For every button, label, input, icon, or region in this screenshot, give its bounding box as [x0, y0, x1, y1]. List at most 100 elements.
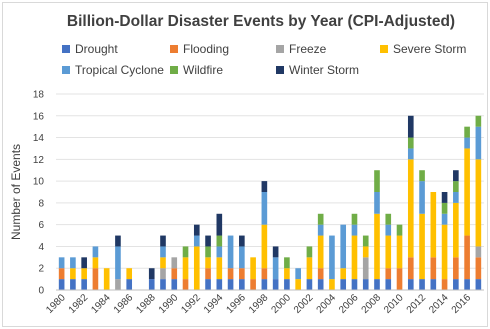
bar-1992-winter-storm [193, 224, 200, 236]
x-tick-label: 2012 [405, 292, 429, 316]
x-tick-label: 1988 [134, 292, 158, 316]
y-tick-label: 4 [38, 242, 44, 253]
bar-2016-severe-storm [464, 148, 470, 236]
bar-1997-severe-storm [250, 257, 256, 280]
bar-2013-drought [430, 279, 437, 290]
legend-swatch-wildfire [170, 66, 178, 74]
bar-1998-flooding [261, 268, 268, 280]
bar-1994-drought [216, 279, 223, 290]
bar-1998-severe-storm [261, 224, 268, 269]
bar-2017-wildfire [475, 115, 482, 127]
bar-2006-drought [351, 279, 358, 290]
bar-2002-drought [306, 279, 313, 290]
bar-2010-flooding [396, 268, 403, 290]
y-tick-label: 2 [38, 264, 44, 275]
bar-1985-winter-storm [115, 235, 121, 247]
bar-2011-drought [407, 279, 414, 290]
x-tick-label: 2010 [382, 292, 406, 316]
bar-2001-severe-storm [295, 279, 301, 290]
bar-2005-severe-storm [340, 268, 347, 280]
bar-1982-drought [81, 279, 87, 290]
chart-title: Billion-Dollar Disaster Events by Year (… [67, 13, 455, 30]
x-tick-label: 1996 [224, 292, 248, 316]
bar-2011-winter-storm [407, 115, 414, 138]
bar-1995-drought [227, 279, 234, 290]
bar-1996-flooding [239, 268, 245, 280]
bar-2015-tropical-cyclone [453, 192, 459, 203]
bar-1982-severe-storm [81, 268, 87, 280]
bar-1981-drought [70, 279, 76, 290]
bar-1995-flooding [227, 268, 234, 280]
bar-1986-severe-storm [126, 268, 133, 280]
x-tick-label: 2008 [360, 292, 384, 316]
bar-1989-drought [160, 279, 166, 290]
bar-1996-winter-storm [239, 235, 245, 247]
bar-2014-flooding [441, 279, 448, 290]
bar-2016-wildfire [464, 126, 470, 138]
bar-2017-freeze [475, 246, 482, 258]
x-tick-label: 2000 [270, 292, 294, 316]
y-tick-label: 8 [38, 198, 44, 209]
bar-1986-drought [126, 279, 133, 290]
bar-1985-freeze [115, 279, 121, 290]
legend-label-freeze: Freeze [289, 42, 327, 56]
y-tick-label: 12 [33, 155, 45, 166]
legend: Drought Flooding Freeze Severe Storm Tropica… [62, 42, 466, 77]
legend-label-flooding: Flooding [183, 42, 229, 56]
bar-1995-tropical-cyclone [227, 235, 234, 269]
bar-1994-winter-storm [216, 213, 223, 236]
x-tick-label: 1998 [247, 292, 271, 316]
legend-swatch-drought [62, 45, 70, 53]
x-tick-label: 2002 [292, 292, 316, 316]
y-tick-label: 6 [38, 220, 44, 231]
y-axis-ticks: 0 2 4 6 8 10 12 14 16 18 [33, 90, 45, 297]
bar-1999-winter-storm [272, 246, 279, 258]
legend-label-winter-storm: Winter Storm [289, 63, 359, 77]
bar-2015-winter-storm [453, 170, 459, 182]
legend-swatch-severe-storm [380, 45, 388, 53]
bar-2007-wildfire [362, 235, 369, 247]
legend-swatch-flooding [170, 45, 178, 53]
bar-1998-tropical-cyclone [261, 192, 268, 225]
legend-label-severe-storm: Severe Storm [393, 42, 466, 56]
bar-2006-tropical-cyclone [351, 224, 358, 236]
bar-2012-drought [419, 279, 425, 290]
bar-1994-severe-storm [216, 257, 223, 280]
bar-1994-wildfire [216, 235, 223, 247]
bar-2002-wildfire [306, 246, 313, 258]
bar-1981-severe-storm [70, 268, 76, 280]
y-tick-label: 10 [33, 177, 45, 188]
x-tick-label: 2014 [427, 292, 451, 316]
bar-2014-tropical-cyclone [441, 213, 448, 225]
bar-2015-drought [453, 279, 459, 290]
bar-1990-drought [171, 279, 178, 290]
x-tick-label: 2004 [315, 292, 339, 316]
bar-1988-winter-storm [148, 268, 155, 280]
bar-2005-drought [340, 279, 347, 290]
bar-2010-severe-storm [396, 235, 403, 269]
bar-1989-winter-storm [160, 235, 166, 247]
bar-1990-flooding [171, 268, 178, 280]
bar-1998-winter-storm [261, 181, 268, 192]
bar-1989-tropical-cyclone [160, 246, 166, 258]
bar-1992-severe-storm [193, 246, 200, 290]
bar-1997-flooding [250, 279, 256, 290]
x-tick-label: 1986 [112, 292, 136, 316]
x-tick-label: 1980 [44, 292, 68, 316]
bar-1989-freeze [160, 268, 166, 280]
y-tick-label: 16 [33, 111, 45, 122]
bar-1980-drought [58, 279, 65, 290]
bar-1981-tropical-cyclone [70, 257, 76, 269]
bar-2007-severe-storm [362, 246, 369, 258]
bar-1993-wildfire [205, 246, 211, 258]
bar-2011-severe-storm [407, 159, 414, 258]
bar-2012-severe-storm [419, 213, 425, 280]
bar-1991-wildfire [182, 246, 189, 258]
bar-2008-severe-storm [374, 213, 380, 280]
bar-2008-tropical-cyclone [374, 192, 380, 214]
bar-1993-flooding [205, 268, 211, 280]
bar-2003-tropical-cyclone [317, 224, 324, 236]
bar-1988-drought [148, 279, 155, 290]
bar-2012-tropical-cyclone [419, 181, 425, 214]
bar-1990-freeze [171, 257, 178, 269]
